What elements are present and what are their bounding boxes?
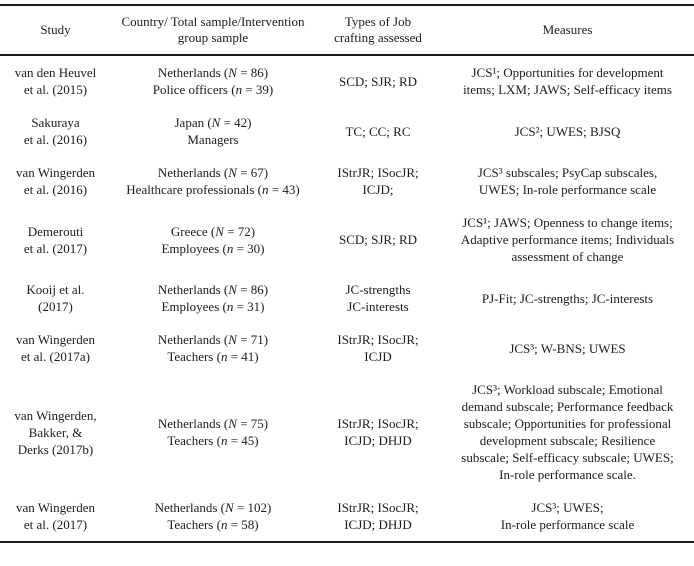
cell-measures: PJ-Fit; JC-strengths; JC-interests <box>481 290 654 306</box>
cell-sample: Netherlands (N = 75) Teachers (n = 45) <box>157 416 269 448</box>
table-row: Demerouti et al. (2017) Greece (N = 72) … <box>0 206 694 273</box>
cell-measures: JCS³; W-BNS; UWES <box>509 340 626 356</box>
cell-study: van Wingerden, Bakker, & Derks (2017b) <box>14 407 97 457</box>
cell-study: van Wingerden et al. (2017a) <box>15 332 95 364</box>
table-row: van Wingerden et al. (2017) Netherlands … <box>0 491 694 542</box>
table-row: van Wingerden et al. (2016) Netherlands … <box>0 156 694 206</box>
cell-sample: Netherlands (N = 86) Police officers (n … <box>152 65 274 97</box>
table-row: Sakuraya et al. (2016) Japan (N = 42) Ma… <box>0 106 694 156</box>
job-crafting-studies-table: Study Country/ Total sample/Intervention… <box>0 4 694 543</box>
cell-sample: Netherlands (N = 71) Teachers (n = 41) <box>157 332 269 364</box>
cell-sample: Netherlands (N = 86) Employees (n = 31) <box>157 282 269 314</box>
cell-measures: JCS²; UWES; BJSQ <box>514 123 621 139</box>
cell-study: Demerouti et al. (2017) <box>23 223 88 256</box>
cell-study: van Wingerden et al. (2017) <box>15 500 95 532</box>
cell-sample: Japan (N = 42) Managers <box>174 115 252 147</box>
cell-study: van Wingerden et al. (2016) <box>15 165 95 197</box>
cell-study: Sakuraya et al. (2016) <box>23 115 88 147</box>
cell-sample: Netherlands (N = 67) Healthcare professi… <box>126 165 300 197</box>
table-row: van Wingerden, Bakker, & Derks (2017b) N… <box>0 373 694 491</box>
cell-measures: JCS³; Workload subscale; Emotional deman… <box>461 382 674 482</box>
cell-study: van den Heuvel et al. (2015) <box>14 65 97 97</box>
cell-sample: Greece (N = 72) Employees (n = 30) <box>161 223 265 256</box>
header-row: Study Country/ Total sample/Intervention… <box>0 5 694 56</box>
cell-types: SCD; SJR; RD <box>338 232 418 247</box>
cell-measures: JCS³ subscales; PsyCap subscales, UWES; … <box>477 165 658 197</box>
cell-types: TC; CC; RC <box>345 123 411 139</box>
cell-measures: JCS³; UWES; In-role performance scale <box>500 500 635 532</box>
table-body: van den Heuvel et al. (2015) Netherlands… <box>0 55 694 542</box>
cell-study: Kooij et al. (2017) <box>26 282 85 314</box>
cell-types: SCD; SJR; RD <box>338 73 418 89</box>
table-row: Kooij et al. (2017) Netherlands (N = 86)… <box>0 273 694 323</box>
column-header-sample: Country/ Total sample/Intervention group… <box>111 5 315 56</box>
column-header-types: Types of Job crafting assessed <box>315 5 441 56</box>
cell-types: JC-strengths JC-interests <box>345 282 411 314</box>
column-header-measures: Measures <box>441 5 694 56</box>
cell-sample: Netherlands (N = 102) Teachers (n = 58) <box>154 500 272 532</box>
cell-types: IStrJR; ISocJR; ICJD; <box>337 165 419 197</box>
table-row: van Wingerden et al. (2017a) Netherlands… <box>0 323 694 373</box>
cell-types: IStrJR; ISocJR; ICJD; DHJD <box>337 416 419 448</box>
cell-types: IStrJR; ISocJR; ICJD; DHJD <box>337 500 419 532</box>
cell-measures: JCS¹; JAWS; Openness to change items; Ad… <box>460 215 675 264</box>
table-row: van den Heuvel et al. (2015) Netherlands… <box>0 55 694 106</box>
cell-types: IStrJR; ISocJR; ICJD <box>337 332 419 364</box>
table-header: Study Country/ Total sample/Intervention… <box>0 5 694 56</box>
column-header-study: Study <box>0 5 111 56</box>
cell-measures: JCS¹; Opportunities for development item… <box>463 65 672 97</box>
